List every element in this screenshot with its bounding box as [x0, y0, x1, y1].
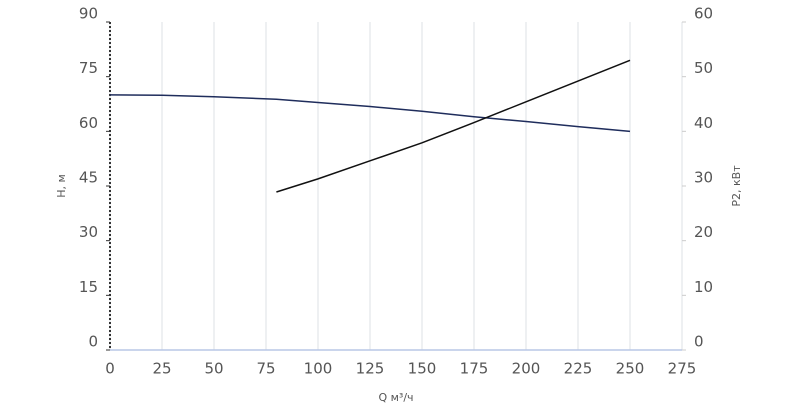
y-axis-label: H, м [55, 174, 68, 198]
series-line [109, 94, 631, 133]
y-tick-label: 75 [79, 59, 98, 77]
x-tick-label: 250 [616, 360, 645, 378]
x-tick-label: 200 [512, 360, 541, 378]
y2-tick-label: 60 [694, 5, 713, 23]
x-tick-label: 100 [304, 360, 333, 378]
y-tick-label: 45 [79, 169, 98, 187]
x-tick-label: 125 [356, 360, 385, 378]
y2-axis-label: P2, кВт [730, 165, 743, 207]
y2-tick-label: 40 [694, 114, 713, 132]
y2-tick-label: 10 [694, 278, 713, 296]
x-tick-label: 275 [668, 360, 697, 378]
y2-tick-label: 0 [694, 333, 704, 351]
y-tick-label: 60 [79, 114, 98, 132]
y-tick-label: 90 [79, 5, 98, 23]
x-tick-label: 150 [408, 360, 437, 378]
x-tick-label: 175 [460, 360, 489, 378]
y-tick-label: 15 [79, 278, 98, 296]
x-tick-label: 75 [256, 360, 275, 378]
x-tick-label: 25 [152, 360, 171, 378]
y2-tick-label: 50 [694, 59, 713, 77]
y-tick-label: 30 [79, 223, 98, 241]
x-tick-label: 0 [105, 360, 115, 378]
y2-tick-label: 20 [694, 223, 713, 241]
x-tick-label: 50 [204, 360, 223, 378]
y-tick-label: 0 [88, 333, 98, 351]
series-line [276, 59, 631, 193]
x-axis-label: Q м³/ч [378, 391, 413, 404]
x-tick-label: 225 [564, 360, 593, 378]
y2-tick-label: 30 [694, 169, 713, 187]
